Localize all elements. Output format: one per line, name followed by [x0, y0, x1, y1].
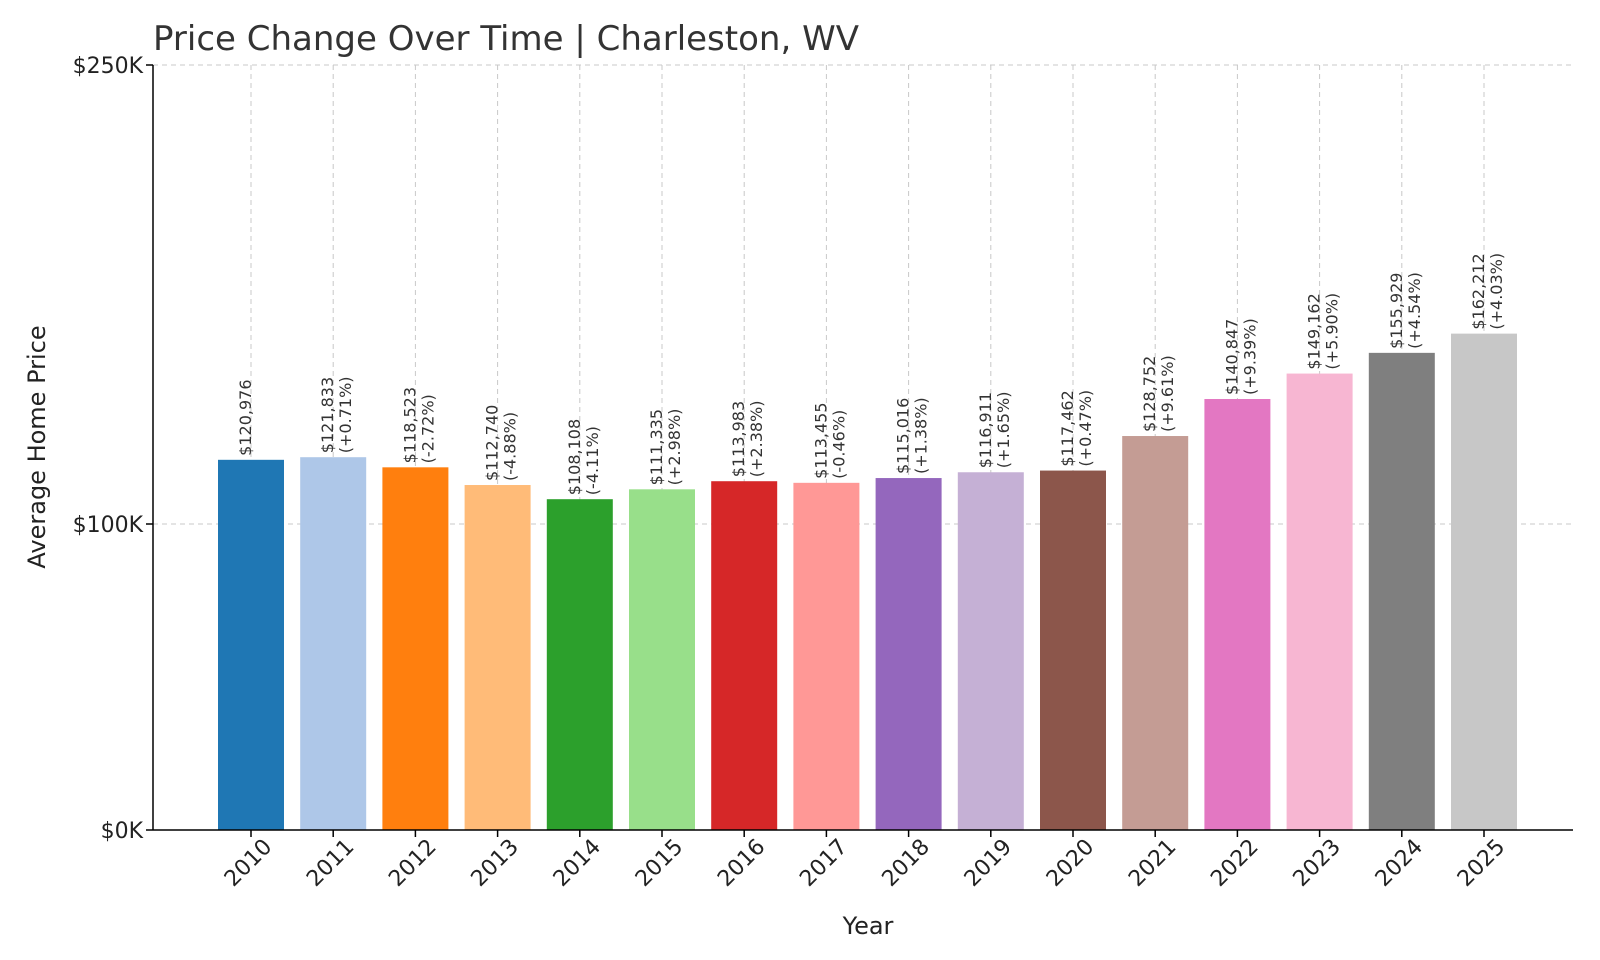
y-tick-label: $0K — [101, 819, 144, 844]
bar-value-label: $111,335 — [647, 409, 666, 485]
bar-2011 — [300, 457, 367, 830]
bar-label-group: $112,740 (-4.88%) — [483, 405, 520, 481]
bar-2010 — [218, 459, 284, 830]
bar-label-group: $111,335 (+2.98%) — [647, 409, 684, 486]
bar-value-label: $140,847 — [1222, 319, 1241, 395]
bar-2020 — [1040, 470, 1106, 830]
x-tick-label: 2013 — [467, 835, 524, 892]
bar-value-label: $113,983 — [729, 401, 748, 477]
bar-change-label: (+1.38%) — [912, 397, 931, 474]
x-tick-label: 2010 — [220, 835, 277, 892]
bar-2016 — [711, 481, 778, 830]
bar-label-group: $116,911 (+1.65%) — [976, 392, 1013, 469]
y-tick-label: $100K — [73, 513, 144, 538]
bar-change-label: (+9.61%) — [1158, 355, 1177, 432]
x-tick-label: 2021 — [1124, 835, 1181, 892]
bar-label-group: $155,929 (+4.54%) — [1387, 272, 1424, 349]
bar-change-label: (-4.88%) — [501, 412, 520, 481]
bar-label-group: $140,847 (+9.39%) — [1222, 318, 1259, 395]
bar-value-label: $155,929 — [1387, 273, 1406, 349]
chart-title: Price Change Over Time | Charleston, WV — [153, 19, 859, 59]
bar-2018 — [875, 478, 942, 830]
bar-2015 — [629, 489, 695, 830]
x-tick-label: 2011 — [302, 835, 359, 892]
bar-label-group: $121,833 (+0.71%) — [318, 376, 355, 453]
bars — [218, 333, 1517, 830]
bar-change-label: (+4.03%) — [1487, 253, 1506, 330]
x-tick-label: 2018 — [878, 835, 935, 892]
x-tick-label: 2023 — [1289, 835, 1346, 892]
bar-change-label: (-0.46%) — [829, 410, 848, 479]
bar-value-label: $120,976 — [236, 379, 255, 455]
y-axis-label: Average Home Price — [23, 325, 51, 568]
bar-value-label: $117,462 — [1058, 390, 1077, 466]
x-tick-label: 2025 — [1453, 835, 1510, 892]
bar-change-label: (+4.54%) — [1405, 272, 1424, 349]
bar-value-label: $116,911 — [976, 392, 995, 468]
bar-label-group: $149,162 (+5.90%) — [1305, 293, 1342, 370]
bar-value-label: $149,162 — [1305, 293, 1324, 369]
x-tick-label: 2014 — [549, 835, 606, 892]
bar-change-label: (+2.38%) — [747, 400, 766, 477]
bar-2021 — [1122, 436, 1189, 830]
bar-value-label: $162,212 — [1469, 253, 1488, 329]
bar-label-group: $128,752 (+9.61%) — [1140, 355, 1177, 432]
x-tick-label: 2019 — [960, 835, 1017, 892]
bar-change-label: (+0.71%) — [336, 376, 355, 453]
bar-label-group: $108,108 (-4.11%) — [565, 419, 602, 495]
x-axis-label: Year — [842, 912, 894, 940]
bar-value-label: $128,752 — [1140, 356, 1159, 432]
bar-label-group: $115,016 (+1.38%) — [894, 397, 931, 474]
x-ticks: 2010 2011 2012 2013 2014 2015 2016 2017 2018 2019… — [220, 830, 1510, 892]
bar-2017 — [793, 482, 860, 830]
x-tick-label: 2012 — [384, 835, 441, 892]
x-tick-label: 2020 — [1042, 835, 1099, 892]
bar-2024 — [1368, 352, 1435, 830]
bar-value-label: $112,740 — [483, 405, 502, 481]
bar-change-label: (-4.11%) — [583, 426, 602, 495]
bar-value-label: $113,455 — [811, 402, 830, 478]
y-ticks: $0K $100K $250K — [73, 54, 153, 844]
x-tick-label: 2024 — [1371, 835, 1428, 892]
bar-change-label: (+0.47%) — [1076, 390, 1095, 467]
bar-change-label: (+2.98%) — [665, 409, 684, 486]
bar-label-group: $162,212 (+4.03%) — [1469, 253, 1506, 330]
bar-2014 — [546, 499, 613, 830]
bar-2025 — [1451, 333, 1517, 830]
bar-change-label: (+5.90%) — [1323, 293, 1342, 370]
x-tick-label: 2016 — [713, 835, 770, 892]
bar-value-label: $121,833 — [318, 377, 337, 453]
bar-change-label: (+9.39%) — [1240, 318, 1259, 395]
x-tick-label: 2015 — [631, 835, 688, 892]
x-tick-label: 2017 — [795, 835, 852, 892]
bar-2022 — [1204, 399, 1271, 830]
bar-label-group: $118,523 (-2.72%) — [400, 387, 437, 463]
bar-labels: $120,976 $121,833 (+0.71%) $118,523 (-2.72%)… — [236, 253, 1506, 495]
x-tick-label: 2022 — [1206, 835, 1263, 892]
bar-2019 — [957, 472, 1024, 830]
bar-label-group: $113,455 (-0.46%) — [811, 402, 848, 478]
bar-2013 — [464, 485, 531, 830]
bar-value-label: $118,523 — [400, 387, 419, 463]
bar-value-label: $115,016 — [894, 398, 913, 474]
bar-change-label: (-2.72%) — [418, 394, 437, 463]
bar-change-label: (+1.65%) — [994, 392, 1013, 469]
bar-label-group: $113,983 (+2.38%) — [729, 400, 766, 477]
bar-value-label: $108,108 — [565, 419, 584, 495]
y-tick-label: $250K — [73, 54, 144, 79]
bar-2023 — [1286, 373, 1353, 830]
bar-label-group: $120,976 — [236, 379, 255, 455]
bar-2012 — [382, 467, 449, 830]
bar-label-group: $117,462 (+0.47%) — [1058, 390, 1095, 467]
